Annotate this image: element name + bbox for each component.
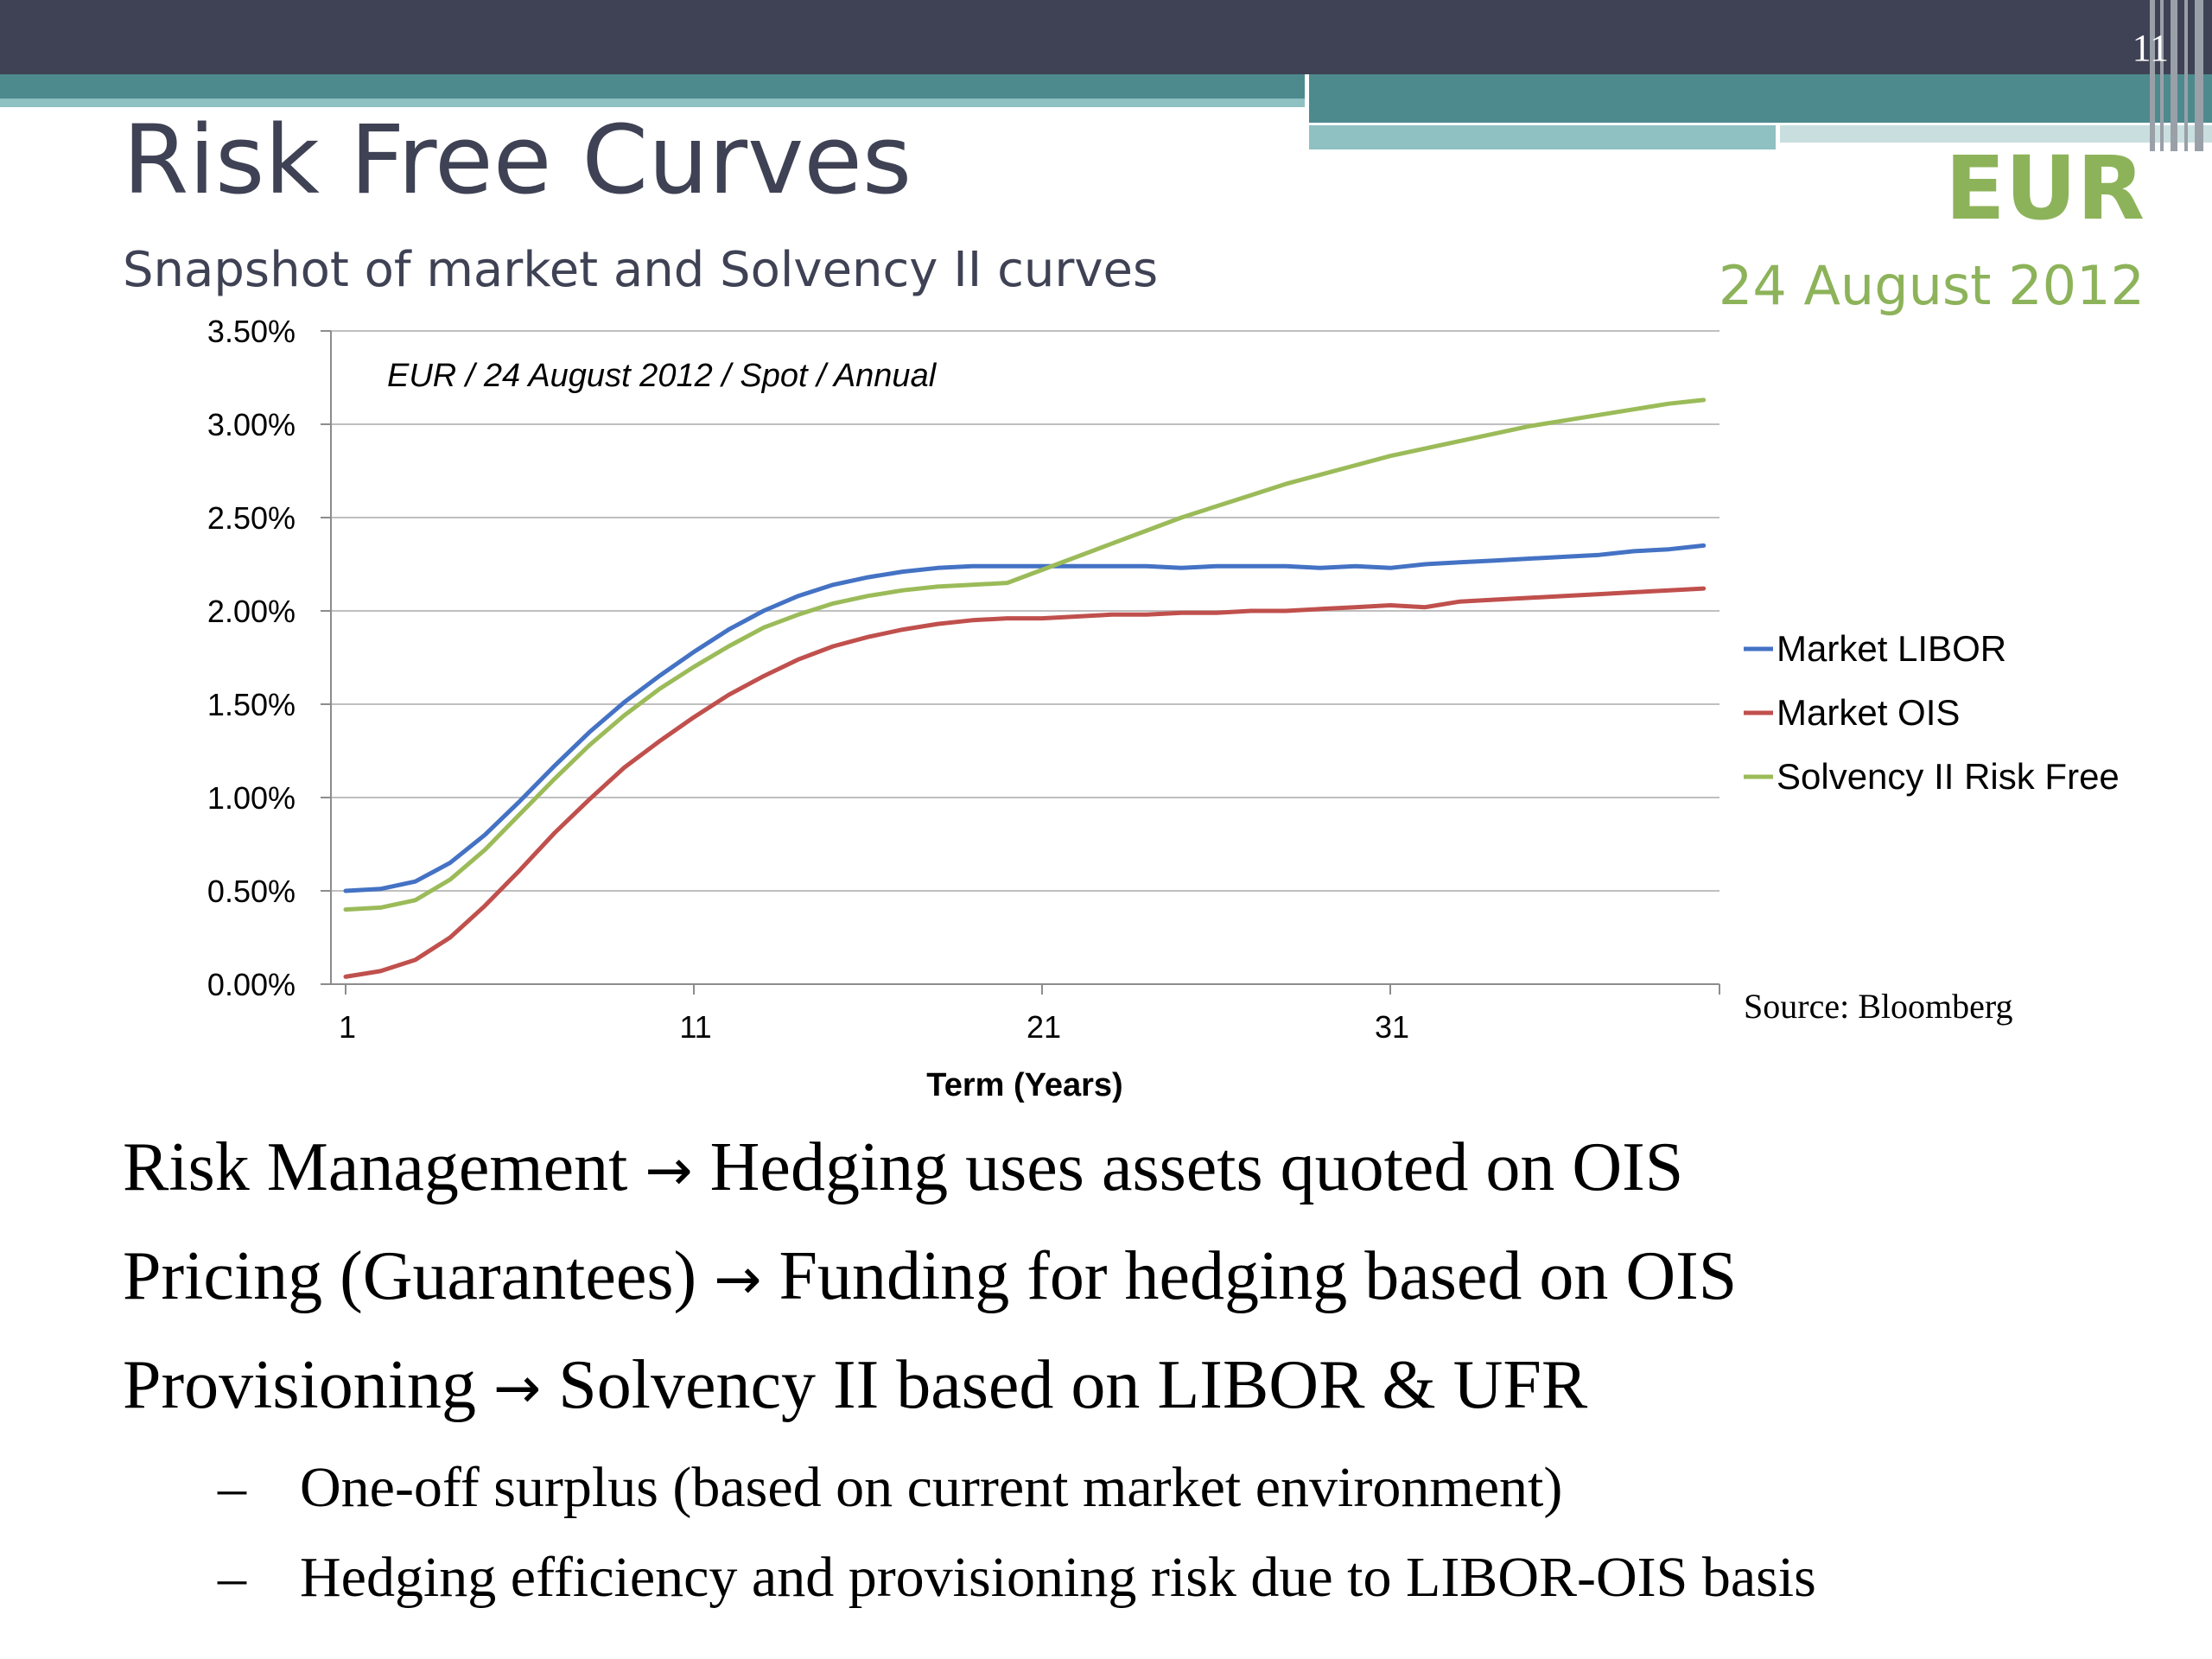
page-title: Risk Free Curves <box>123 105 912 215</box>
source-label: Source: Bloomberg <box>1744 987 2012 1026</box>
legend-label: Market LIBOR <box>1777 628 2006 669</box>
series-line-solvency-ii-risk-free <box>343 397 1707 912</box>
arrow-icon: → <box>645 1137 693 1204</box>
page-subtitle: Snapshot of market and Solvency II curve… <box>123 242 1159 298</box>
header-accent-line <box>0 99 1305 107</box>
x-tick-label: 31 <box>1375 1009 1409 1045</box>
chart-annotation: EUR / 24 August 2012 / Spot / Annual <box>387 358 938 394</box>
y-tick-label: 3.00% <box>207 407 296 442</box>
series-line-market-libor <box>343 543 1707 893</box>
bullet-item: Provisioning → Solvency II based on LIBO… <box>123 1332 1816 1441</box>
bullet-item: Pricing (Guarantees) → Funding for hedgi… <box>123 1224 1816 1332</box>
series-line-market-ois <box>343 586 1707 979</box>
sub-bullet-list: – One-off surplus (based on current marke… <box>218 1443 1816 1623</box>
bullet-detail: Hedging uses assets quoted on OIS <box>709 1129 1684 1205</box>
series-lines <box>343 397 1707 979</box>
gridlines <box>331 330 1719 892</box>
header-accent-bar <box>0 74 1305 99</box>
sub-bullet-item: – One-off surplus (based on current marke… <box>218 1443 1816 1533</box>
sub-bullet-item: – Hedging efficiency and provisioning ris… <box>218 1533 1816 1623</box>
x-tick-label: 1 <box>339 1009 356 1045</box>
arrow-icon: → <box>714 1246 762 1313</box>
bullet-detail: Solvency II based on LIBOR & UFR <box>558 1347 1588 1423</box>
header-stripe <box>2160 0 2164 151</box>
x-axis-title: Term (Years) <box>926 1067 1122 1103</box>
header-stripe <box>2150 0 2155 151</box>
chart-legend: Market LIBOR Market OIS Solvency II Risk F… <box>1744 628 2120 797</box>
chart-axes <box>321 330 1720 995</box>
legend-label: Market OIS <box>1777 692 1960 733</box>
bullet-list: Risk Management → Hedging uses assets qu… <box>123 1115 1816 1623</box>
header-stripe <box>2184 0 2188 151</box>
y-tick-label: 1.50% <box>207 687 296 722</box>
sub-bullet-text: Hedging efficiency and provisioning risk… <box>300 1546 1816 1609</box>
header-stripe <box>2195 0 2203 151</box>
y-tick-label: 0.50% <box>207 874 296 909</box>
legend-label: Solvency II Risk Free <box>1777 756 2120 797</box>
dash-marker: – <box>218 1456 246 1519</box>
currency-label: EUR <box>1944 137 2145 240</box>
y-tick-label: 1.00% <box>207 780 296 816</box>
bullet-item: Risk Management → Hedging uses assets qu… <box>123 1115 1816 1224</box>
header-bar <box>0 0 2212 74</box>
date-label: 24 August 2012 <box>1718 254 2145 317</box>
bullet-topic: Provisioning <box>123 1347 476 1423</box>
sub-bullet-text: One-off surplus (based on current market… <box>300 1456 1563 1519</box>
slide-number: 11 <box>2132 27 2169 69</box>
bullet-topic: Risk Management <box>123 1129 628 1205</box>
dash-marker: – <box>218 1546 246 1609</box>
y-tick-label: 2.50% <box>207 500 296 536</box>
header-accent-strip <box>1309 125 1776 149</box>
x-tick-label: 21 <box>1027 1009 1061 1045</box>
y-tick-label: 0.00% <box>207 967 296 1002</box>
y-axis-tick-labels: 0.00% 0.50% 1.00% 1.50% 2.00% 2.50% 3.00% 3.50% <box>207 314 296 1002</box>
y-tick-label: 2.00% <box>207 594 296 629</box>
header-accent-strip-light <box>1780 125 2212 143</box>
header-stripe <box>2171 0 2177 151</box>
bullet-topic: Pricing (Guarantees) <box>123 1238 697 1314</box>
arrow-icon: → <box>493 1355 542 1421</box>
bullet-detail: Funding for hedging based on OIS <box>779 1238 1738 1314</box>
header-accent-block <box>1309 74 2212 123</box>
y-tick-label: 3.50% <box>207 314 296 349</box>
x-tick-label: 11 <box>679 1009 711 1045</box>
x-axis-tick-labels: 1 11 21 31 <box>339 1009 1409 1045</box>
